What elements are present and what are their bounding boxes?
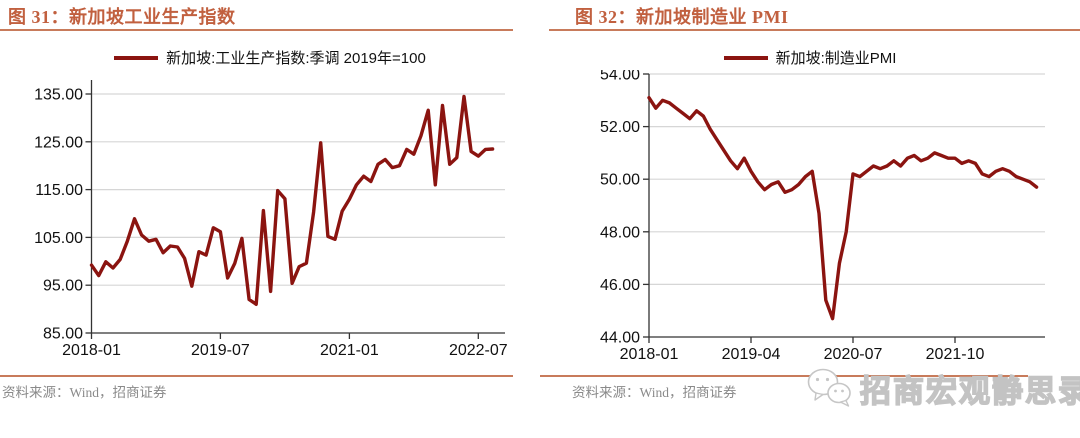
legend-line-swatch — [723, 55, 768, 60]
x-tick-label: 2021-10 — [926, 346, 985, 363]
y-tick-label: 52.00 — [600, 119, 640, 136]
y-tick-label: 115.00 — [35, 182, 83, 199]
y-tick-label: 105.00 — [34, 230, 83, 247]
x-tick-label: 2020-07 — [824, 346, 883, 363]
legend-label: 新加坡:制造业PMI — [775, 50, 897, 67]
x-tick-label: 2019-07 — [191, 342, 250, 359]
y-tick-label: 46.00 — [600, 277, 640, 294]
y-tick-label: 85.00 — [43, 326, 83, 343]
watermark-text: 招商宏观静思录 — [859, 373, 1080, 409]
watermark: 招商宏观静思录 — [806, 366, 1080, 411]
wechat-icon — [807, 368, 851, 407]
figure-32: 图 32：新加坡制造业 PMI 新加坡:制造业PMI 44.00 46.00 48.… — [540, 0, 1080, 438]
figure-31-title-underline — [0, 29, 513, 31]
figure-31-source-rule — [0, 375, 513, 377]
figure-32-legend: 新加坡:制造业PMI — [540, 47, 1080, 68]
y-tick-label: 54.00 — [600, 70, 640, 84]
y-tick-label: 125.00 — [34, 134, 83, 151]
legend-line-swatch — [114, 55, 159, 60]
y-tick-label: 50.00 — [600, 172, 640, 189]
x-tick-label: 2021-01 — [320, 342, 379, 359]
figure-32-source-note: 资料来源：Wind，招商证券 — [572, 385, 737, 400]
figure-32-title: 图 32：新加坡制造业 PMI — [575, 7, 789, 27]
figure-31-source-note: 资料来源：Wind，招商证券 — [2, 385, 167, 400]
x-tick-label: 2022-07 — [449, 342, 508, 359]
y-tick-label: 135.00 — [34, 87, 83, 104]
axes — [85, 80, 505, 339]
gridlines — [91, 93, 505, 286]
figure-31-title: 图 31：新加坡工业生产指数 — [8, 7, 236, 27]
y-tick-label: 48.00 — [600, 224, 640, 241]
industrial-production-line-chart: 85.00 95.00 105.00 115.00 125.00 135.00 2018-0… — [34, 80, 508, 360]
y-tick-label: 95.00 — [43, 278, 83, 295]
legend-label: 新加坡:工业生产指数:季调 2019年=100 — [166, 50, 426, 67]
axis-labels: 85.00 95.00 105.00 115.00 125.00 135.00 2018-0… — [34, 87, 508, 360]
figure-31-legend: 新加坡:工业生产指数:季调 2019年=100 — [0, 47, 540, 68]
data-line — [89, 94, 495, 307]
data-line — [647, 96, 1039, 321]
x-tick-label: 2019-04 — [722, 346, 781, 363]
x-tick-label: 2018-01 — [620, 346, 679, 363]
x-tick-label: 2018-01 — [62, 342, 121, 359]
figure-32-title-underline — [549, 29, 1080, 31]
gridlines — [649, 73, 1045, 285]
pmi-line-chart: 44.00 46.00 48.00 50.00 52.00 54.00 2018-01 201… — [600, 70, 1045, 363]
axis-labels: 44.00 46.00 48.00 50.00 52.00 54.00 2018-01 201… — [600, 70, 985, 363]
y-tick-label: 44.00 — [600, 330, 640, 347]
axes — [643, 73, 1045, 343]
figure-31: 图 31：新加坡工业生产指数 新加坡:工业生产指数:季调 2019年=100 8… — [0, 7, 540, 400]
figure-32-source-rule — [540, 375, 1028, 377]
